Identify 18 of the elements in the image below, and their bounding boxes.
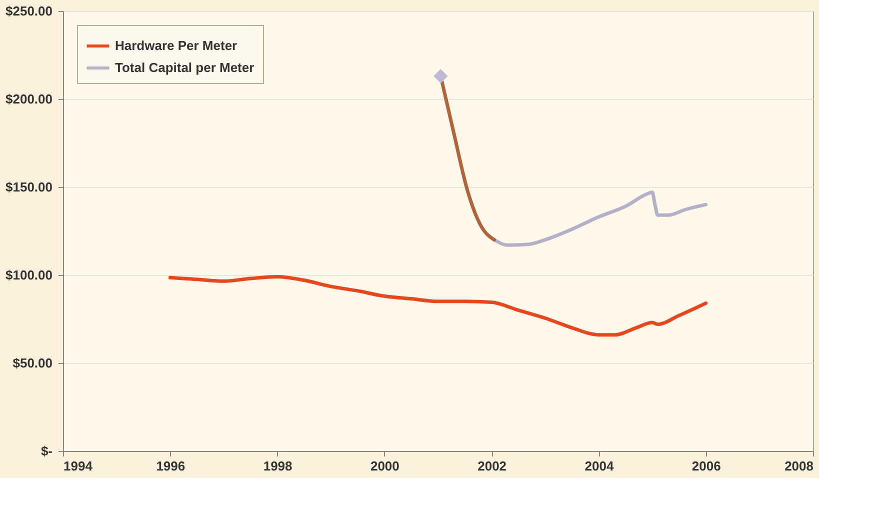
x-tick-label: 2000 <box>370 458 400 474</box>
x-tick-label: 2006 <box>692 458 721 474</box>
y-tick-label: $200.00 <box>6 92 52 106</box>
y-tick-label: $100.00 <box>6 268 52 282</box>
y-tick-label: $50.00 <box>12 356 52 370</box>
legend-label: Total Capital per Meter <box>115 60 254 75</box>
x-tick-label: 2002 <box>478 458 507 474</box>
line-series <box>168 275 708 337</box>
y-tick-label: $250.00 <box>6 4 52 18</box>
y-tick-label: $150.00 <box>6 180 52 194</box>
x-tick-label: 1996 <box>156 458 186 474</box>
legend-label: Hardware Per Meter <box>115 38 238 53</box>
y-tick-label: $- <box>40 444 52 458</box>
x-tick-label: 2008 <box>784 458 814 474</box>
x-tick-label: 1998 <box>263 458 292 474</box>
line-series <box>492 190 708 247</box>
x-tick-label: 2004 <box>584 458 614 474</box>
x-tick-label: 1994 <box>64 458 94 474</box>
